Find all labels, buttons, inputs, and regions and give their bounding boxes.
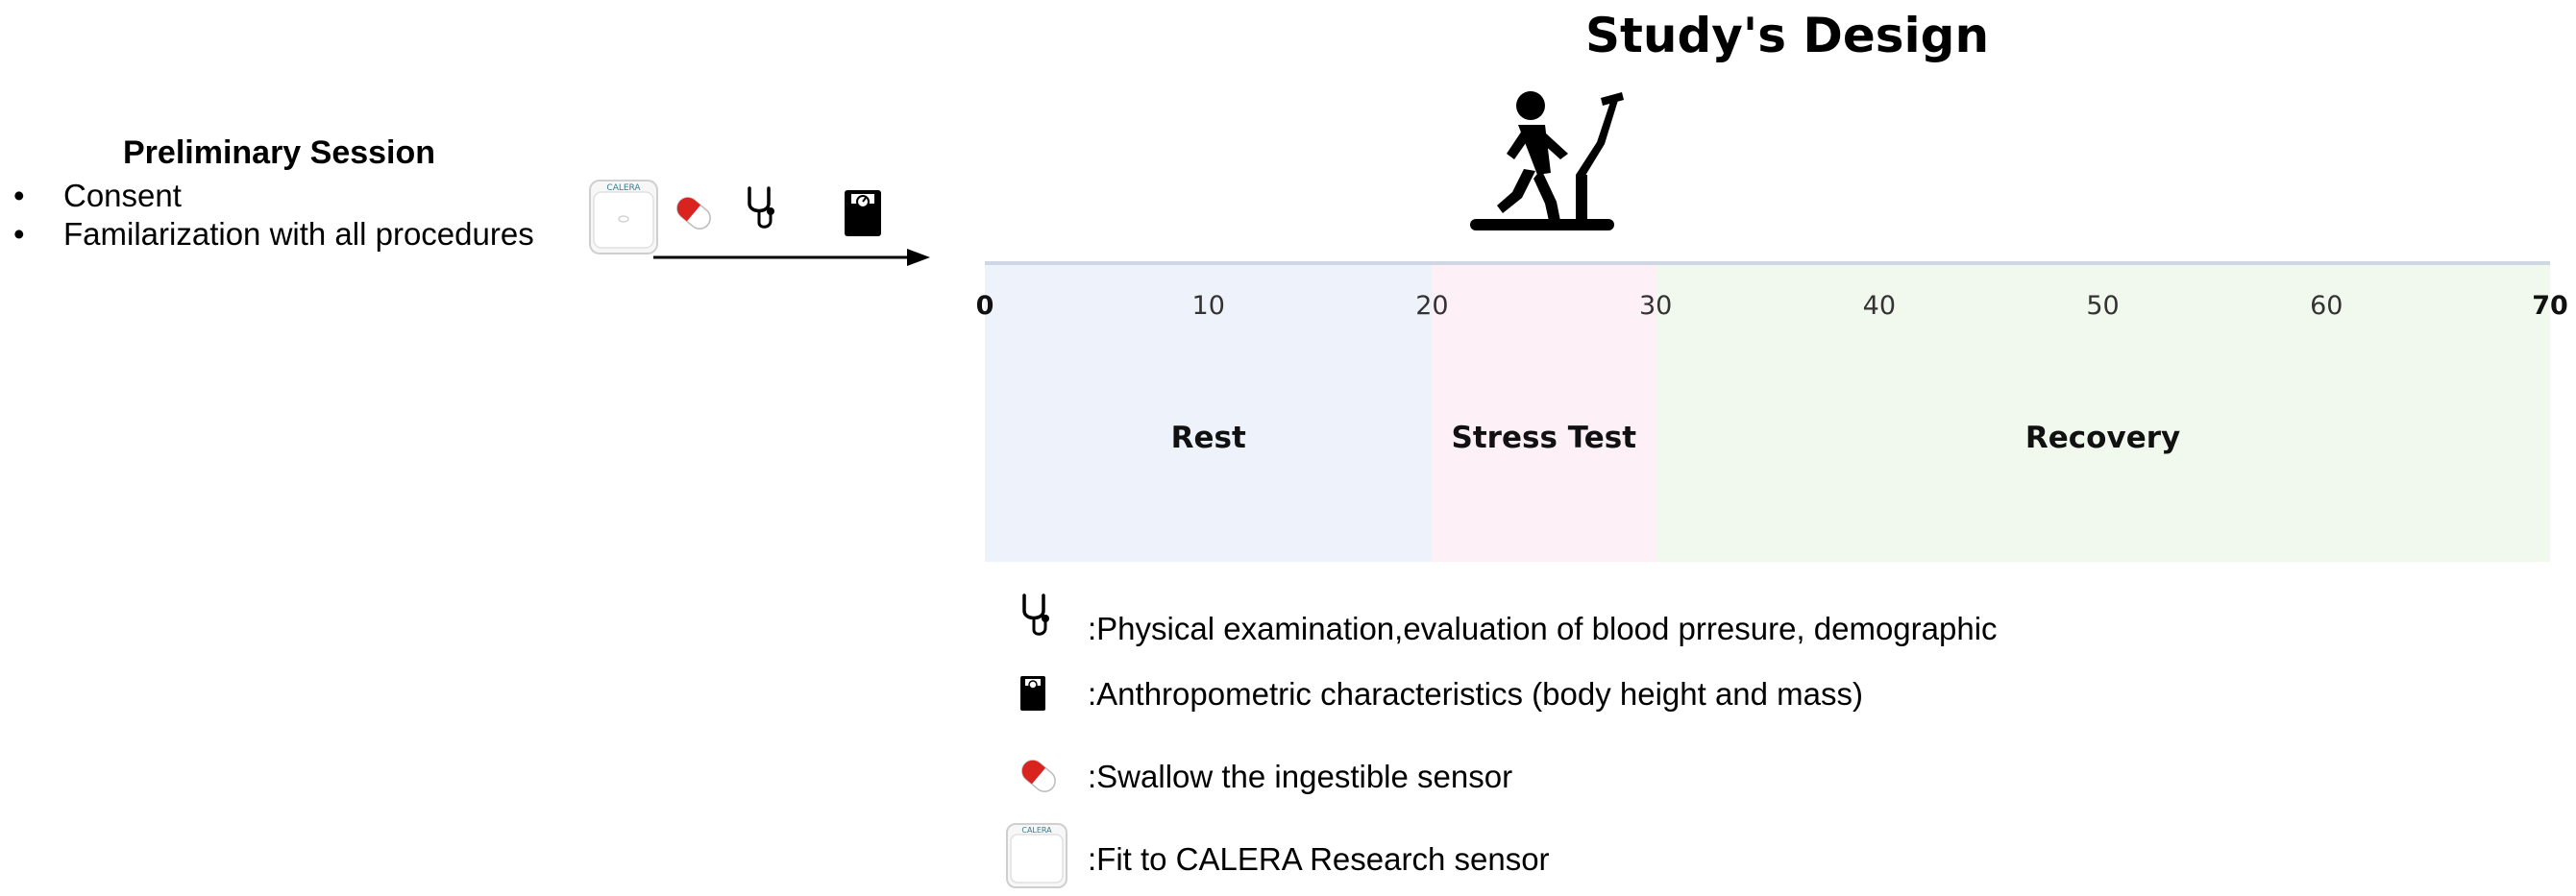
phase-band-stress-test — [1432, 263, 1656, 562]
bullet-icon: • — [13, 178, 25, 213]
calera-sensor-icon: CALERA — [1006, 823, 1067, 888]
scale-icon — [1020, 676, 1045, 711]
stethoscope-icon — [748, 186, 774, 229]
phase-band-rest — [985, 263, 1433, 562]
preliminary-session-title: Preliminary Session — [123, 134, 436, 171]
preliminary-arrow — [653, 249, 930, 266]
preliminary-item-familiarization: • Familarization with all procedures — [13, 216, 534, 252]
phase-label-recovery: Recovery — [2024, 421, 2181, 455]
tick-label-50: 50 — [2086, 291, 2120, 321]
tick-label-40: 40 — [1862, 291, 1897, 321]
phase-label-stress-test: Stress Test — [1451, 421, 1637, 455]
phase-bands — [985, 263, 2550, 562]
diagram-title: Study's Design — [1585, 8, 1990, 63]
treadmill-icon — [1470, 91, 1624, 230]
calera-device-label: CALERA — [606, 183, 641, 193]
legend-ingestible-sensor: :Swallow the ingestible sensor — [1088, 759, 1513, 794]
tick-label-30: 30 — [1638, 291, 1673, 321]
scale-icon — [845, 190, 881, 236]
calera-device-label: CALERA — [1021, 826, 1052, 835]
pill-icon — [1021, 760, 1056, 792]
legend-anthropometric: :Anthropometric characteristics (body he… — [1088, 676, 1864, 712]
pill-icon — [676, 197, 711, 230]
tick-label-60: 60 — [2310, 291, 2343, 321]
stethoscope-icon — [1022, 593, 1049, 636]
preliminary-item-consent: • Consent — [13, 178, 182, 213]
phase-label-rest: Rest — [1170, 421, 1246, 455]
legend-calera-sensor: :Fit to CALERA Research sensor — [1088, 841, 1550, 877]
phase-band-recovery — [1656, 263, 2550, 562]
calera-sensor-icon: CALERA — [589, 180, 658, 254]
tick-label-10: 10 — [1191, 291, 1225, 321]
legend-physical-examination: :Physical examination,evaluation of bloo… — [1088, 611, 1998, 646]
tick-label-70: 70 — [2532, 291, 2568, 321]
tick-label-20: 20 — [1415, 291, 1449, 321]
tick-label-0: 0 — [975, 291, 994, 321]
bullet-icon: • — [13, 216, 25, 252]
